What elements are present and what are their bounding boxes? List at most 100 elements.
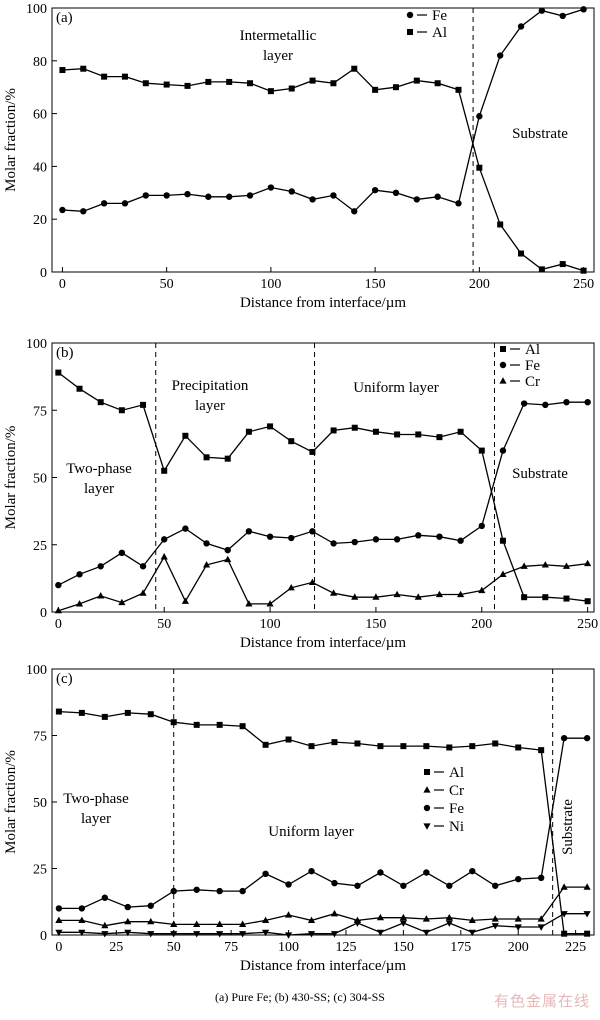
data-point <box>147 931 155 938</box>
data-point <box>170 719 177 726</box>
legend-marker-cr <box>423 786 431 793</box>
data-point <box>101 931 109 938</box>
x-tick-label: 125 <box>335 940 356 955</box>
x-tick-label: 0 <box>55 617 62 632</box>
data-point <box>100 200 108 207</box>
x-tick-label: 200 <box>508 940 529 955</box>
data-point <box>584 398 591 406</box>
data-point <box>216 887 223 895</box>
data-point <box>121 73 128 80</box>
legend-marker-al <box>500 346 506 352</box>
series-line <box>58 555 588 612</box>
legend-label-fe: Fe <box>525 358 540 374</box>
panel-label: (c) <box>56 671 73 687</box>
panel-label: (a) <box>56 10 73 26</box>
data-point <box>226 78 233 85</box>
data-point <box>216 920 224 927</box>
data-point <box>246 192 254 199</box>
y-tick-label: 50 <box>33 472 47 487</box>
data-point <box>239 931 247 938</box>
data-point <box>78 905 86 912</box>
data-point <box>583 883 591 890</box>
legend-marker-fe <box>499 361 507 369</box>
y-tick-label: 100 <box>26 337 47 352</box>
data-point <box>78 929 86 937</box>
data-point <box>434 80 441 87</box>
data-point <box>518 250 525 257</box>
legend-marker-ni <box>423 823 431 830</box>
data-point <box>147 902 154 909</box>
data-point <box>499 570 507 577</box>
series-al <box>59 65 587 274</box>
series-ni <box>55 911 591 939</box>
data-point <box>559 261 566 268</box>
legend-label-fe: Fe <box>432 8 447 24</box>
data-point <box>351 65 358 72</box>
x-axis-label: Distance from interface/µm <box>240 295 406 311</box>
data-point <box>205 193 212 200</box>
data-point <box>266 533 274 540</box>
data-point <box>101 713 108 720</box>
data-point <box>142 192 150 199</box>
data-point <box>413 77 420 84</box>
x-tick-label: 0 <box>55 940 62 955</box>
data-point <box>97 592 105 599</box>
data-point <box>562 562 571 569</box>
data-point <box>457 537 464 544</box>
data-point <box>118 549 126 557</box>
data-point <box>476 164 483 171</box>
data-point <box>517 23 525 30</box>
data-point <box>76 385 83 392</box>
x-axis-label: Distance from interface/µm <box>240 635 406 651</box>
data-point <box>170 887 177 895</box>
x-tick-label: 175 <box>450 940 471 955</box>
y-tick-label: 100 <box>26 663 47 678</box>
data-point <box>288 438 295 445</box>
legend-label-al: Al <box>449 765 464 781</box>
data-point <box>584 598 591 605</box>
legend-label-fe: Fe <box>449 801 464 817</box>
data-point <box>55 929 63 937</box>
legend-marker-fe <box>406 11 414 19</box>
data-point <box>537 924 545 931</box>
y-tick-label: 40 <box>33 160 47 175</box>
data-point <box>224 455 231 462</box>
region-label: Intermetallic layer <box>240 28 317 64</box>
data-point <box>521 594 528 601</box>
data-point <box>78 709 85 716</box>
data-point <box>224 546 231 554</box>
data-point <box>400 882 407 889</box>
series-fe <box>59 6 587 215</box>
data-point <box>142 80 149 87</box>
x-tick-label: 100 <box>278 940 299 955</box>
data-point <box>139 589 147 596</box>
data-point <box>423 869 430 876</box>
data-point <box>392 84 399 91</box>
y-tick-label: 0 <box>40 266 47 281</box>
data-point <box>393 590 401 598</box>
data-point <box>354 882 361 889</box>
x-tick-label: 225 <box>565 940 586 955</box>
x-tick-label: 100 <box>260 277 281 292</box>
data-point <box>78 916 86 923</box>
y-axis-label: Molar fraction/% <box>3 750 19 854</box>
data-point <box>455 200 462 207</box>
data-point <box>537 874 545 882</box>
data-point <box>476 113 483 120</box>
data-point <box>436 434 443 441</box>
data-point <box>372 428 379 435</box>
data-point <box>203 454 210 461</box>
data-point <box>331 739 338 746</box>
data-point <box>538 266 545 273</box>
x-axis-label: Distance from interface/µm <box>240 958 406 974</box>
data-point <box>182 432 189 439</box>
data-point <box>124 709 131 716</box>
data-point <box>469 743 476 750</box>
data-point <box>288 534 295 542</box>
series-fe <box>55 734 591 912</box>
data-point <box>284 932 293 939</box>
data-point <box>309 448 316 455</box>
data-point <box>492 882 499 889</box>
data-point <box>261 916 270 923</box>
